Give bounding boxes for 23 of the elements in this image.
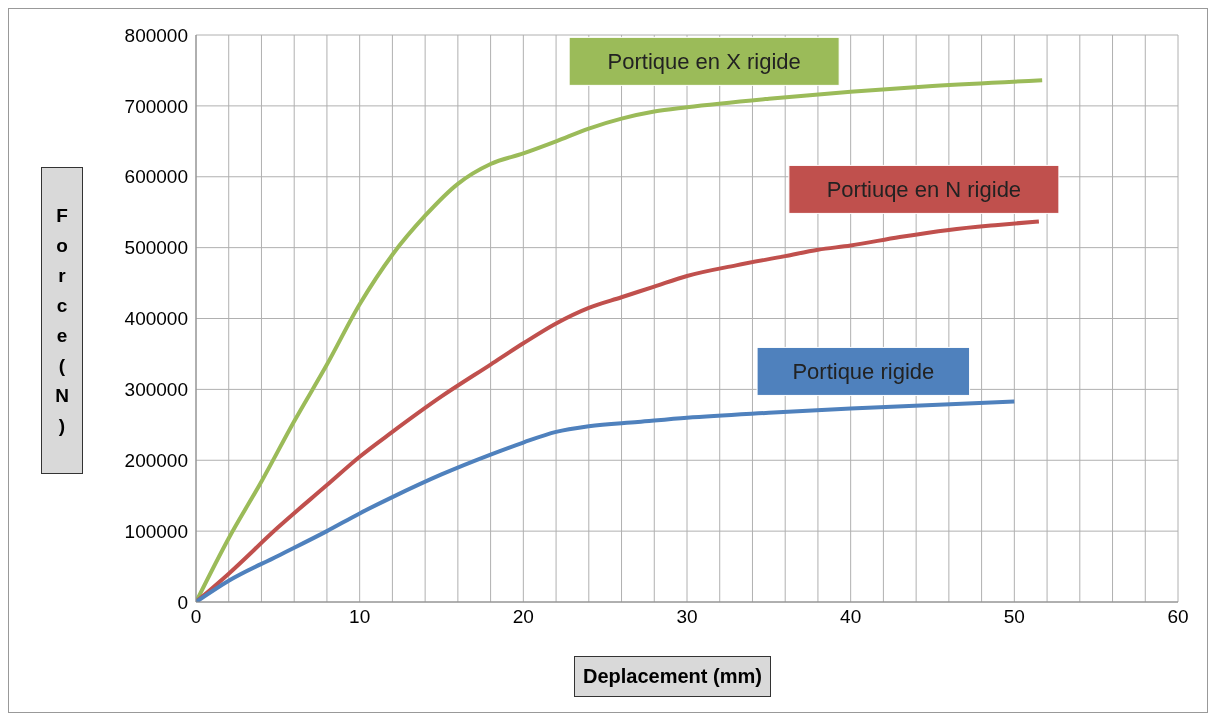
x-axis-title: Deplacement (mm) xyxy=(574,656,771,697)
y-tick-label: 0 xyxy=(177,591,188,613)
series-label: Portiuqe en N rigide xyxy=(826,177,1022,203)
y-tick-label: 200000 xyxy=(124,449,188,471)
x-tick-label: 60 xyxy=(1167,606,1189,628)
y-tick-label: 300000 xyxy=(124,379,188,401)
x-tick-label: 50 xyxy=(1003,606,1025,628)
y-tick-label: 600000 xyxy=(124,166,188,188)
y-tick-label: 700000 xyxy=(124,95,188,117)
x-tick-label: 20 xyxy=(512,606,534,628)
y-tick-label: 100000 xyxy=(124,520,188,542)
x-tick-label: 0 xyxy=(190,606,202,628)
y-tick-label: 800000 xyxy=(124,24,188,46)
series-label: Portique en X rigide xyxy=(607,49,801,75)
x-tick-label: 30 xyxy=(676,606,698,628)
series-label: Portique rigide xyxy=(792,359,935,385)
line-series xyxy=(196,219,1041,602)
y-axis-title: Force (N) xyxy=(55,203,69,438)
x-tick-label: 10 xyxy=(349,606,371,628)
y-tick-label: 500000 xyxy=(124,237,188,259)
line-series xyxy=(196,399,1017,602)
y-tick-label: 400000 xyxy=(124,308,188,330)
x-tick-label: 40 xyxy=(840,606,862,628)
